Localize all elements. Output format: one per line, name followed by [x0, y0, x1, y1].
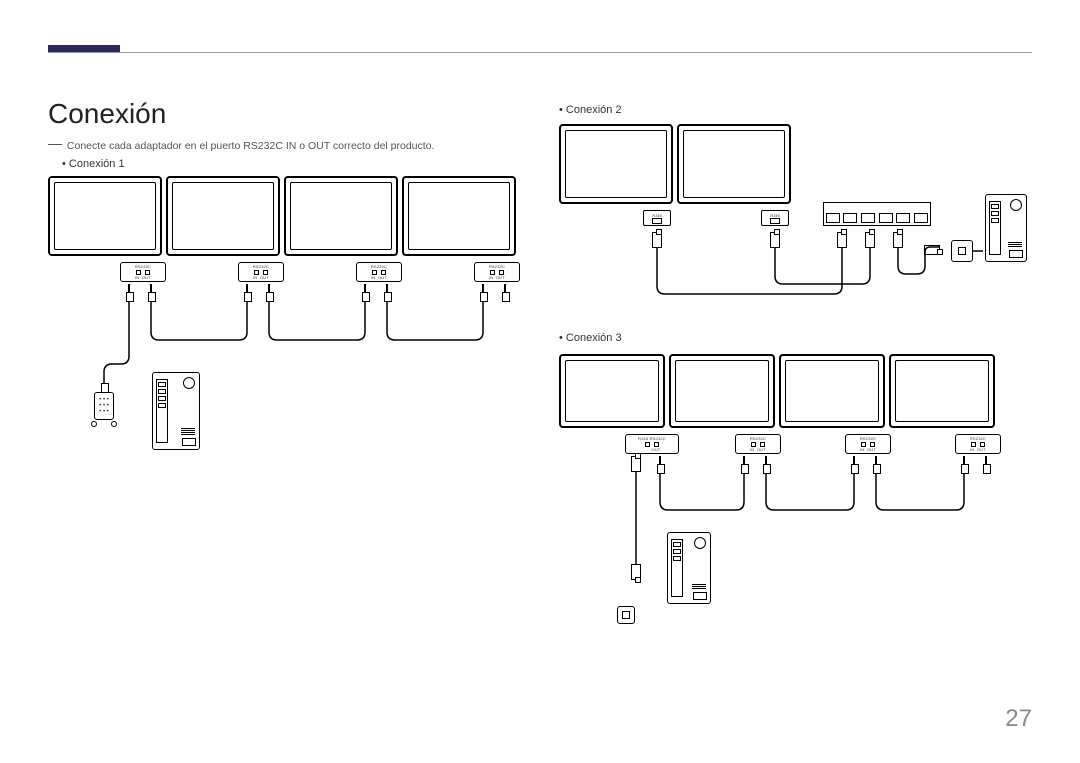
monitor — [166, 176, 280, 256]
pc-tower — [152, 372, 200, 450]
monitor — [284, 176, 398, 256]
monitor — [559, 124, 673, 204]
bullet-conexion-2: Conexión 2 — [559, 104, 622, 116]
pc-tower — [667, 532, 711, 604]
jack-plug — [657, 456, 663, 474]
rj45-plug — [837, 232, 847, 248]
port-rs232c: RS232C IN OUT — [955, 434, 1001, 454]
monitor — [402, 176, 516, 256]
rj45-plug — [631, 564, 641, 580]
jack-plug — [873, 456, 879, 474]
lan-adapter — [617, 606, 635, 624]
accent-bar — [48, 45, 120, 52]
pc-tower — [985, 194, 1027, 262]
jack-plug — [741, 456, 747, 474]
note-text: Conecte cada adaptador en el puerto RS23… — [67, 140, 435, 152]
jack-plug — [266, 284, 272, 302]
jack-plug — [362, 284, 368, 302]
diagram-conexion-3: RJ45 RS232C OUT RS232C IN OUT RS232C IN … — [559, 354, 1039, 654]
port-rj45-rs232c: RJ45 RS232C OUT — [625, 434, 679, 454]
top-rule — [48, 52, 1032, 53]
rj45-plug — [865, 232, 875, 248]
port-rs232c: RS232C IN OUT — [735, 434, 781, 454]
rj45-plug — [924, 245, 940, 255]
jack-plug — [126, 284, 132, 302]
jack-plug — [244, 284, 250, 302]
jack-plug — [763, 456, 769, 474]
note-dash-icon — [48, 144, 62, 145]
diagram-conexion-2: RJ45 RJ45 — [559, 124, 1039, 324]
jack-plug — [148, 284, 154, 302]
port-rs232c: RS232C IN OUT — [356, 262, 402, 282]
page-title: Conexión — [48, 98, 166, 130]
rj45-plug — [893, 232, 903, 248]
port-rj45: RJ45 — [761, 210, 789, 226]
jack-plug — [502, 284, 508, 302]
monitor — [669, 354, 775, 428]
port-rs232c: RS232C IN OUT — [845, 434, 891, 454]
adapter-note: Conecte cada adaptador en el puerto RS23… — [48, 140, 434, 152]
jack-plug — [384, 284, 390, 302]
rj45-plug — [770, 232, 780, 248]
jack-plug — [480, 284, 486, 302]
bullet-conexion-1: Conexión 1 — [62, 158, 125, 170]
ethernet-hub — [823, 202, 931, 226]
monitor — [559, 354, 665, 428]
monitor — [677, 124, 791, 204]
diagram-conexion-1: RS232C IN OUT RS232C IN OUT RS232C IN OU… — [48, 176, 528, 476]
rj45-plug — [631, 456, 641, 472]
port-rs232c: RS232C IN OUT — [474, 262, 520, 282]
db9-serial-plug: • • •• • •• • • — [94, 392, 114, 420]
monitor — [48, 176, 162, 256]
port-rj45: RJ45 — [643, 210, 671, 226]
adapter-block — [951, 240, 973, 262]
jack-plug — [983, 456, 989, 474]
jack-plug — [961, 456, 967, 474]
bullet-conexion-3: Conexión 3 — [559, 332, 622, 344]
port-rs232c: RS232C IN OUT — [120, 262, 166, 282]
port-rs232c: RS232C IN OUT — [238, 262, 284, 282]
monitor — [779, 354, 885, 428]
monitor — [889, 354, 995, 428]
page-number: 27 — [1005, 705, 1032, 733]
jack-plug — [851, 456, 857, 474]
rj45-plug — [652, 232, 662, 248]
